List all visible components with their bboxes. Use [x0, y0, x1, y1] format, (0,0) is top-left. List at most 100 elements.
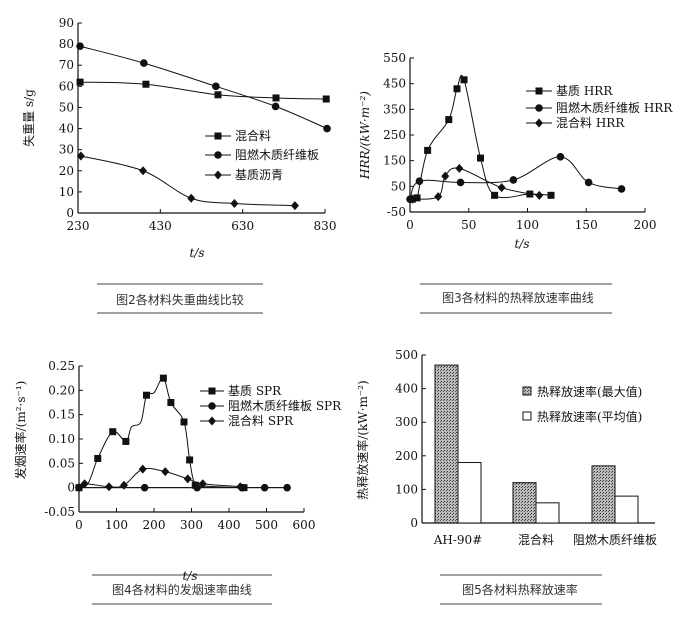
- y-tick-label: 80: [59, 37, 74, 51]
- legend-marker: [535, 87, 543, 95]
- bar-max: [434, 364, 459, 524]
- y-tick-label: -50: [387, 205, 406, 219]
- y-tick-label: 40: [59, 122, 74, 136]
- y-tick-label: 400: [395, 382, 418, 396]
- x-tick-label: 100: [516, 218, 539, 232]
- data-point: [212, 82, 220, 91]
- data-point: [509, 176, 518, 184]
- x-tick-label: 200: [143, 518, 166, 532]
- data-point: [322, 95, 330, 103]
- legend-label: 混合料: [235, 128, 271, 143]
- y-tick-label: 450: [383, 77, 406, 91]
- legend-marker: [208, 387, 216, 395]
- legend-marker: [214, 132, 222, 140]
- bar-max: [512, 482, 537, 524]
- data-point: [76, 42, 84, 51]
- data-point: [161, 467, 170, 477]
- data-point: [142, 80, 150, 88]
- data-point: [180, 418, 188, 426]
- y-tick-label: 90: [59, 16, 74, 30]
- x-tick-label: 300: [180, 518, 203, 532]
- data-point: [290, 201, 299, 211]
- x-tick-label: 830: [314, 219, 337, 233]
- y-axis-label: 失重量 s/g: [21, 89, 36, 147]
- data-point: [456, 178, 465, 187]
- x-tick-label: 630: [231, 219, 254, 233]
- data-point: [236, 482, 245, 492]
- data-point: [140, 483, 149, 492]
- figure-caption: 图4各材料的发烟速率曲线: [112, 582, 252, 597]
- y-tick-label: 300: [395, 415, 418, 429]
- data-point: [283, 483, 291, 492]
- legend-marker: [535, 118, 543, 128]
- data-point: [167, 399, 175, 406]
- data-point: [617, 185, 626, 193]
- data-point: [138, 464, 147, 474]
- y-tick-label: 350: [383, 102, 406, 116]
- series-line: [80, 81, 327, 100]
- legend-swatch: [522, 386, 532, 396]
- data-point: [497, 183, 506, 193]
- y-tick-label: 250: [383, 128, 406, 142]
- chart-2: [76, 22, 331, 314]
- series-1: [406, 153, 626, 203]
- x-tick-label: 400: [218, 518, 241, 532]
- x-tick-label: 0: [75, 518, 83, 532]
- chart-5: [421, 354, 655, 605]
- data-point: [547, 191, 555, 199]
- y-tick-label: 100: [395, 482, 418, 496]
- y-tick-label: 0.05: [48, 456, 75, 470]
- y-tick-label: 0.20: [48, 383, 75, 397]
- x-tick-label: 150: [575, 218, 598, 232]
- series-1: [76, 42, 331, 133]
- data-point: [408, 194, 417, 204]
- y-tick-label: 0: [410, 516, 418, 530]
- data-point: [272, 94, 280, 102]
- data-point: [323, 124, 331, 133]
- data-point: [143, 391, 150, 399]
- legend-label: 阻燃木质纤维板 HRR: [556, 100, 673, 115]
- data-point: [260, 483, 269, 492]
- bar-mean: [457, 462, 482, 524]
- y-tick-label: 0: [66, 206, 74, 220]
- x-axis-label: t/s: [182, 569, 197, 583]
- series-line: [79, 45, 328, 130]
- x-tick-label: 230: [67, 219, 90, 233]
- legend-label: 混合料 SPR: [228, 413, 294, 428]
- data-point: [556, 153, 565, 161]
- data-point: [75, 483, 83, 493]
- legend-label: 阻燃木质纤维板 SPR: [228, 398, 342, 413]
- data-point: [584, 178, 593, 187]
- legend-marker: [214, 170, 222, 180]
- data-point: [445, 116, 453, 124]
- series-2: [408, 163, 544, 204]
- series-0: [75, 374, 248, 492]
- data-point: [76, 151, 85, 161]
- y-tick-label: 500: [395, 348, 418, 362]
- series-line: [412, 167, 540, 200]
- legend-label: 基质 SPR: [228, 384, 282, 398]
- y-tick-label: -0.05: [44, 505, 75, 519]
- legend-label: 混合料 HRR: [556, 115, 625, 130]
- data-point: [214, 91, 222, 99]
- x-axis-label: t/s: [514, 237, 529, 251]
- data-point: [477, 154, 484, 162]
- bar-mean: [614, 495, 639, 524]
- x-tick-label: 600: [293, 518, 316, 532]
- legend-label: 热释放速率(最大值): [537, 384, 642, 399]
- x-tick-label: 100: [105, 518, 128, 532]
- series-0: [408, 74, 555, 203]
- category-label: AH-90#: [433, 533, 483, 547]
- y-tick-label: 0.25: [48, 359, 75, 373]
- data-point: [109, 428, 117, 436]
- bar-max: [591, 465, 616, 524]
- data-point: [183, 474, 192, 484]
- x-tick-label: 430: [149, 219, 172, 233]
- legend-marker: [208, 416, 216, 426]
- legend-label: 阻燃木质纤维板: [235, 147, 319, 162]
- data-point: [441, 171, 450, 181]
- x-tick-label: 50: [461, 218, 476, 232]
- series-line: [411, 74, 552, 203]
